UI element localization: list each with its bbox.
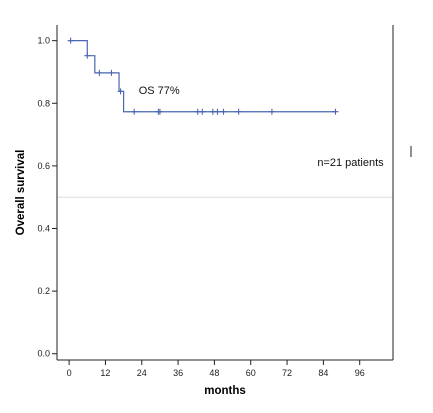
y-tick-label: 0.2 xyxy=(37,286,50,296)
x-tick-label: 12 xyxy=(100,368,110,378)
censor-mark xyxy=(131,108,138,115)
censor-mark xyxy=(96,69,103,76)
survival-curve xyxy=(69,40,336,113)
y-tick-label: 0.0 xyxy=(37,349,50,359)
os-annotation: OS 77% xyxy=(139,85,180,97)
censor-mark xyxy=(117,88,124,95)
y-axis: 0.0 0.2 0.4 0.6 0.8 1.0 xyxy=(37,36,57,359)
censor-mark xyxy=(108,69,115,76)
censor-mark xyxy=(332,108,339,115)
x-tick-label: 0 xyxy=(67,368,72,378)
x-tick-label: 60 xyxy=(246,368,256,378)
censor-mark xyxy=(214,108,221,115)
censor-mark xyxy=(235,108,242,115)
x-tick-label: 36 xyxy=(173,368,183,378)
x-tick-label: 72 xyxy=(282,368,292,378)
x-tick-label: 48 xyxy=(209,368,219,378)
x-axis-title: months xyxy=(204,385,246,397)
y-tick-label: 0.8 xyxy=(37,98,50,108)
y-tick-label: 0.6 xyxy=(37,161,50,171)
censor-mark xyxy=(156,108,163,115)
censor-mark xyxy=(67,37,74,44)
censor-mark xyxy=(220,108,227,115)
y-axis-title: Overall survival xyxy=(15,150,27,236)
censor-mark xyxy=(268,108,275,115)
plot-frame xyxy=(56,25,394,361)
n-annotation: n=21 patients xyxy=(317,157,384,169)
censor-mark xyxy=(84,52,91,59)
x-axis: 0 12 24 36 48 60 72 84 96 xyxy=(67,360,365,378)
y-tick-label: 0.4 xyxy=(37,224,50,234)
x-tick-label: 24 xyxy=(137,368,147,378)
x-tick-label: 96 xyxy=(355,368,365,378)
censor-marks xyxy=(67,37,339,115)
x-tick-label: 84 xyxy=(318,368,328,378)
censor-mark xyxy=(199,108,206,115)
y-tick-label: 1.0 xyxy=(37,36,50,46)
